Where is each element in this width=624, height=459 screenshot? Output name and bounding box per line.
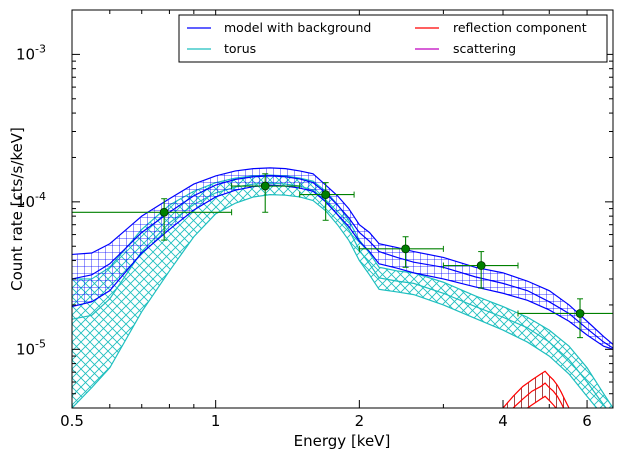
band-reflection bbox=[502, 370, 570, 408]
data-point bbox=[72, 198, 233, 241]
x-tick-label: 4 bbox=[498, 412, 508, 430]
legend: model with background torus reflection c… bbox=[178, 14, 608, 63]
y-axis-label: Count rate [cts/s/keV] bbox=[8, 127, 26, 291]
y-tick-label: 10-5 bbox=[16, 337, 46, 358]
band-lower-line bbox=[72, 193, 598, 408]
legend-label-scattering: scattering bbox=[453, 41, 516, 56]
x-tick-label: 1 bbox=[211, 412, 221, 430]
data-points bbox=[72, 173, 613, 339]
band-mid-line bbox=[72, 175, 613, 349]
data-point bbox=[442, 251, 519, 289]
y-tick-label: 10-4 bbox=[16, 190, 46, 211]
band-fill bbox=[72, 167, 613, 350]
y-tick-labels: 10-5 10-4 10-3 bbox=[16, 42, 46, 358]
data-point bbox=[299, 182, 355, 221]
legend-box bbox=[178, 14, 608, 63]
band-model bbox=[72, 167, 613, 350]
band-upper-line bbox=[502, 370, 570, 408]
data-marker bbox=[401, 244, 410, 254]
x-axis-label: Energy [keV] bbox=[294, 432, 391, 450]
x-tick-label: 0.5 bbox=[60, 412, 84, 430]
data-point bbox=[231, 173, 301, 213]
band-lower-line bbox=[526, 395, 557, 408]
y-tick-label: 10-3 bbox=[16, 42, 46, 63]
x-tick-label: 2 bbox=[355, 412, 365, 430]
band-lower-line bbox=[72, 184, 613, 350]
x-tick-labels: 0.5 1 2 4 6 bbox=[60, 412, 592, 430]
data-marker bbox=[476, 261, 486, 270]
data-point bbox=[358, 236, 444, 268]
legend-label-model: model with background bbox=[224, 20, 371, 35]
model-bands bbox=[72, 167, 613, 408]
data-marker bbox=[260, 181, 270, 191]
data-marker bbox=[321, 190, 331, 199]
band-fill bbox=[503, 371, 570, 408]
data-point bbox=[517, 298, 613, 339]
band-upper-line bbox=[72, 167, 613, 345]
legend-label-reflection: reflection component bbox=[453, 20, 587, 35]
band-mid-line bbox=[512, 382, 565, 408]
data-marker bbox=[159, 207, 169, 217]
x-tick-label: 6 bbox=[582, 412, 592, 430]
data-marker bbox=[575, 309, 585, 318]
legend-label-torus: torus bbox=[224, 41, 256, 56]
